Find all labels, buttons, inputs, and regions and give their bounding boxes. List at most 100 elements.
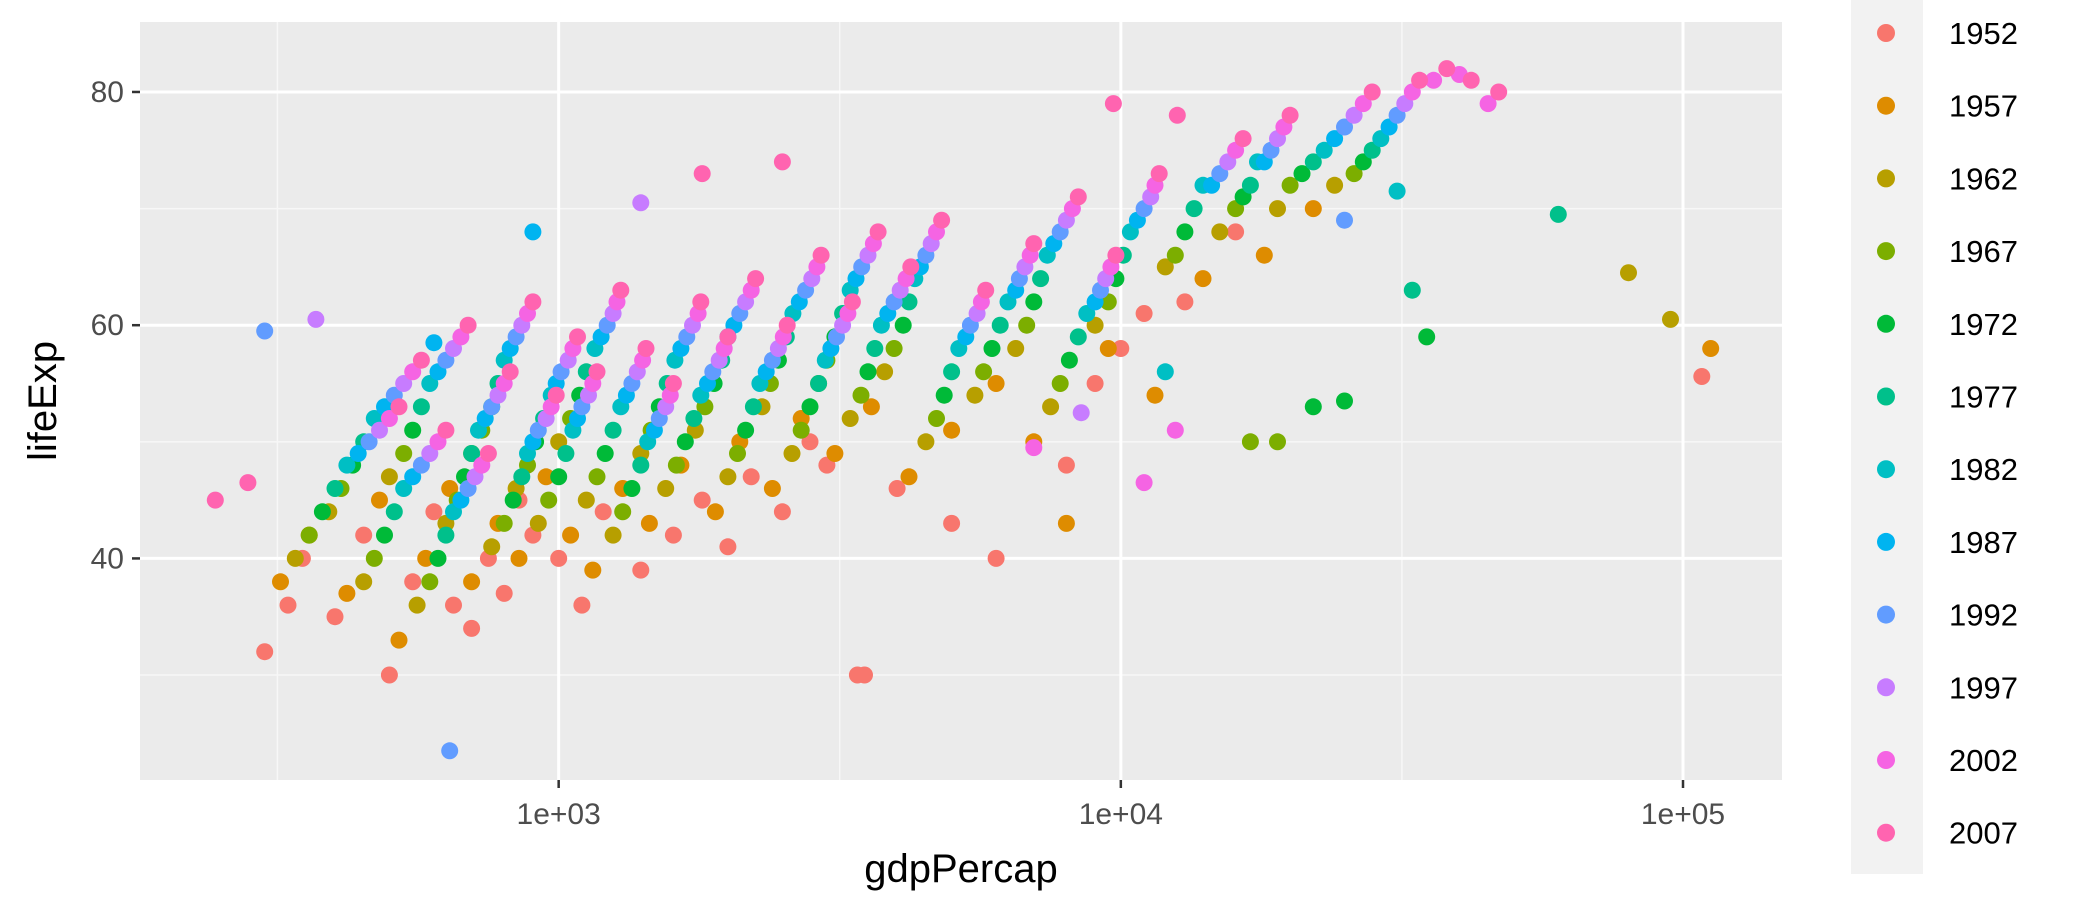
- data-point-1957: [371, 491, 388, 509]
- data-point-2007: [412, 351, 430, 369]
- data-point-1977: [1185, 200, 1203, 218]
- data-point-1992: [256, 322, 274, 340]
- data-point-1972: [623, 480, 641, 497]
- series-1977: [326, 141, 1567, 544]
- legend-key-1972: [1877, 314, 1895, 333]
- data-point-1977: [463, 445, 481, 462]
- data-point-1952: [719, 538, 737, 556]
- data-point-1957: [1146, 386, 1164, 404]
- data-point-1952: [773, 503, 791, 521]
- data-point-1962: [1326, 176, 1344, 194]
- data-point-2007: [501, 363, 519, 381]
- data-point-2002: [1354, 95, 1372, 113]
- series-1982: [338, 130, 1406, 521]
- data-point-2007: [524, 293, 542, 311]
- data-point-2007: [719, 328, 737, 346]
- series-1952: [256, 223, 1711, 684]
- data-point-1962: [355, 573, 373, 591]
- data-point-2002: [404, 363, 422, 381]
- data-point-1977: [810, 375, 828, 392]
- axes: 1e+03 1e+04 1e+05 40 60 80: [91, 76, 1726, 831]
- data-point-1977: [604, 421, 622, 439]
- legend-label-1967: 1967: [1949, 234, 2018, 269]
- data-point-1962: [966, 386, 984, 404]
- data-point-2007: [1150, 165, 1168, 183]
- legend-key-1952: [1877, 24, 1895, 42]
- data-point-1957: [1304, 200, 1322, 218]
- legend-key-1987: [1877, 532, 1895, 551]
- data-point-1967: [495, 514, 513, 532]
- data-point-1962: [577, 491, 595, 509]
- data-point-1952: [1112, 340, 1130, 357]
- data-point-2007: [1363, 83, 1381, 101]
- data-point-2007: [778, 316, 796, 334]
- data-point-1967: [928, 410, 945, 427]
- data-point-1977: [385, 503, 403, 521]
- data-point-1972: [1293, 165, 1311, 183]
- data-point-1952: [1057, 456, 1075, 474]
- data-point-1967: [885, 340, 903, 357]
- data-point-1977: [943, 363, 961, 381]
- series-2007: [206, 60, 1508, 509]
- data-point-2007: [933, 211, 951, 229]
- data-point-1972: [801, 398, 819, 416]
- x-axis-title: gdpPercap: [864, 847, 1057, 891]
- data-point-1977: [1069, 328, 1087, 346]
- data-point-1972: [596, 445, 614, 462]
- data-point-1972: [676, 433, 694, 451]
- data-point-1967: [1345, 165, 1363, 183]
- data-point-1952: [801, 433, 819, 451]
- data-point-2007: [693, 165, 711, 183]
- y-axis-title: lifeExp: [21, 341, 65, 461]
- data-point-1977: [412, 398, 430, 416]
- data-point-1972: [1060, 351, 1078, 369]
- data-point-1962: [604, 526, 622, 544]
- data-point-1957: [1099, 340, 1117, 357]
- data-point-2007: [1438, 60, 1456, 78]
- data-point-1972: [504, 491, 522, 509]
- data-point-1957: [640, 514, 658, 532]
- data-point-1957: [1057, 514, 1075, 532]
- data-point-1972: [376, 526, 393, 544]
- legend: 1952 1957 1962 1967 1972 1977 1982 1987 1992 1997…: [1851, 0, 2018, 874]
- data-point-1967: [421, 573, 439, 591]
- data-point-1952: [888, 480, 906, 497]
- data-point-1997: [307, 310, 325, 328]
- data-point-1952: [326, 608, 344, 626]
- legend-key-1992: [1877, 605, 1895, 624]
- data-point-1972: [894, 316, 912, 334]
- legend-label-2007: 2007: [1949, 816, 2018, 851]
- data-point-1952: [404, 573, 422, 591]
- grid-lines: [140, 22, 1782, 780]
- data-point-2002: [1479, 95, 1497, 113]
- data-point-2002: [1166, 421, 1184, 439]
- data-point-1952: [425, 503, 443, 521]
- data-point-2002: [380, 410, 398, 427]
- data-point-1957: [706, 503, 724, 521]
- data-point-1957: [562, 526, 580, 544]
- data-point-2007: [1411, 71, 1429, 89]
- data-point-2007: [437, 421, 455, 439]
- data-point-1957: [862, 398, 880, 416]
- data-point-1962: [529, 514, 547, 532]
- data-point-1982: [1388, 182, 1406, 200]
- data-point-1982: [1315, 141, 1333, 159]
- data-point-2007: [569, 328, 586, 346]
- data-point-1962: [483, 538, 501, 556]
- data-point-1967: [729, 445, 746, 462]
- data-point-1992: [1336, 211, 1353, 229]
- data-point-1967: [365, 549, 383, 567]
- data-point-1952: [848, 666, 866, 684]
- data-point-1957: [943, 421, 961, 439]
- data-point-1957: [272, 573, 289, 591]
- data-point-2002: [1025, 439, 1043, 457]
- data-point-2007: [773, 153, 791, 171]
- data-point-1977: [437, 526, 455, 544]
- data-point-1967: [1166, 246, 1184, 264]
- data-point-1952: [943, 514, 961, 532]
- data-point-1972: [1336, 392, 1353, 410]
- data-point-1952: [1693, 368, 1711, 385]
- data-point-1962: [286, 549, 304, 567]
- data-point-1967: [852, 386, 870, 404]
- data-point-1977: [1304, 153, 1322, 171]
